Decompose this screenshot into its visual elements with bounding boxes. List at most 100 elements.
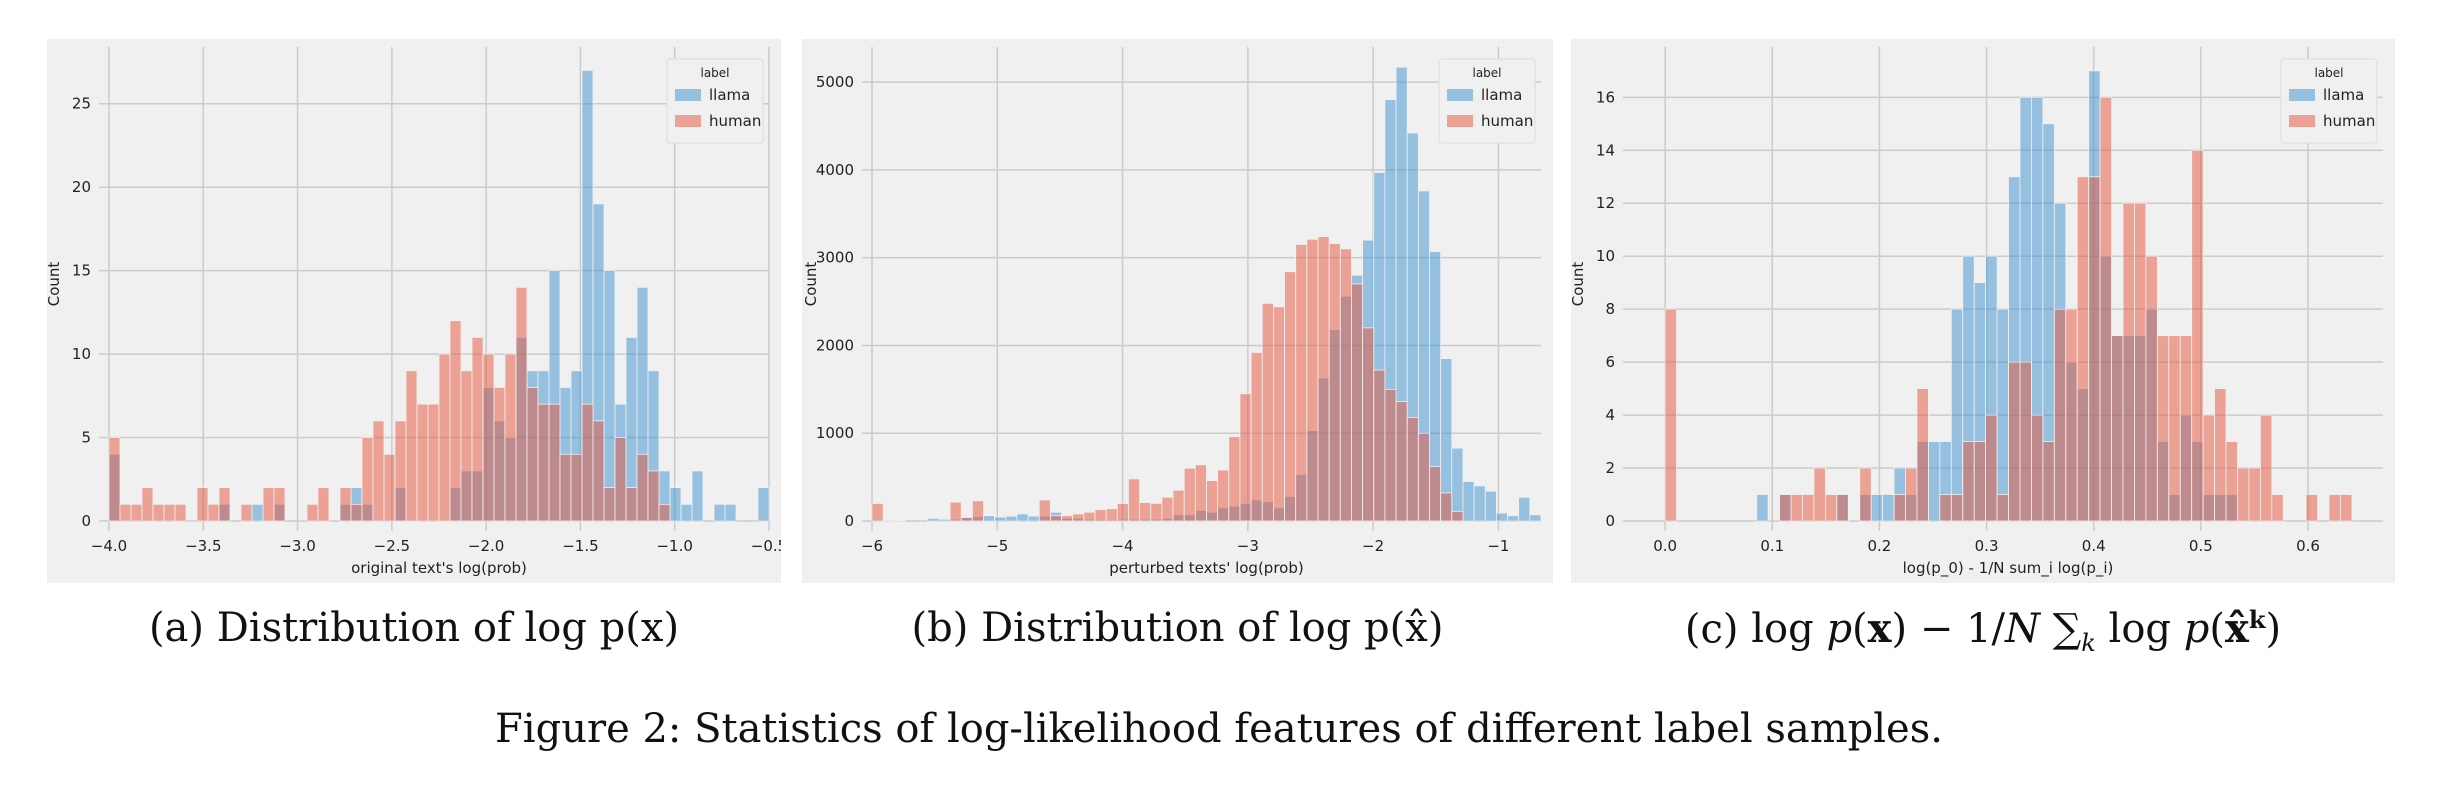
bar-human xyxy=(2031,414,2044,522)
bar-human xyxy=(2259,414,2273,522)
x-tick-label: −4 xyxy=(1111,537,1133,555)
bar-llama xyxy=(603,270,616,522)
bar-human xyxy=(1406,417,1419,522)
bar-human xyxy=(130,503,143,522)
caption-b: (b) Distribution of log p(x̂) xyxy=(802,605,1553,651)
bar-human xyxy=(2065,308,2078,522)
y-tick-label: 0 xyxy=(1605,512,1615,530)
x-tick-label: −4.0 xyxy=(91,537,127,555)
y-tick-label: 8 xyxy=(1605,300,1615,318)
bar-human xyxy=(1261,302,1274,522)
bar-human xyxy=(1061,515,1074,522)
bar-human xyxy=(482,353,495,522)
bar-human xyxy=(1228,436,1241,522)
legend-swatch-llama xyxy=(1447,89,1473,101)
bar-human xyxy=(1362,327,1375,522)
bar-llama xyxy=(994,516,1007,522)
bar-human xyxy=(2053,308,2067,522)
bar-human xyxy=(1905,467,1918,522)
x-axis-label: log(p_0) - 1/N sum_i log(p_i) xyxy=(1903,559,2114,578)
y-axis-label: Count xyxy=(802,262,820,307)
histogram-a: −4.0 −3.5 −3.0 −2.5 −2.0 −1.5 −1.0 −0.5 0 5 10 15 20… xyxy=(47,47,781,577)
bar-human xyxy=(119,503,132,522)
bar-human xyxy=(1973,441,1987,522)
x-tick-label: 0.6 xyxy=(2296,537,2320,555)
bar-human xyxy=(218,487,231,522)
bar-human xyxy=(416,403,429,522)
x-tick-label: −1.0 xyxy=(656,537,692,555)
figure-caption: Figure 2: Statistics of log-likelihood f… xyxy=(495,706,1943,752)
bar-human xyxy=(2340,494,2353,522)
legend-label-llama: llama xyxy=(2323,86,2364,104)
bar-llama xyxy=(1462,481,1475,522)
caption-a-math: log p(x) xyxy=(524,605,680,651)
panel-a: −4.0 −3.5 −3.0 −2.5 −2.0 −1.5 −1.0 −0.5 0 5 10 15 20… xyxy=(47,39,781,583)
bar-human xyxy=(1194,464,1207,522)
bar-human xyxy=(1038,499,1051,522)
bar-human xyxy=(372,420,385,522)
bar-human xyxy=(1790,494,1803,522)
bar-human xyxy=(1395,401,1408,522)
x-tick-label: −3.5 xyxy=(185,537,221,555)
bar-human xyxy=(581,403,594,522)
x-tick-label: −0.5 xyxy=(751,537,781,555)
bar-llama xyxy=(1507,515,1520,522)
bar-human xyxy=(971,500,984,522)
y-tick-label: 6 xyxy=(1605,353,1615,371)
bar-llama xyxy=(1473,485,1486,522)
caption-c-text: (c) xyxy=(1684,606,1752,653)
y-tick-label: 2 xyxy=(1605,459,1615,477)
y-tick-label: 25 xyxy=(72,95,91,113)
bar-llama xyxy=(1928,441,1941,522)
bar-human xyxy=(1295,244,1308,522)
bar-human xyxy=(1384,388,1397,522)
bar-human xyxy=(1049,515,1062,522)
bar-human xyxy=(1985,414,1998,522)
bar-human xyxy=(603,487,616,522)
bar-human xyxy=(2225,441,2238,522)
caption-b-math: log p(x̂) xyxy=(1288,605,1444,651)
bar-human xyxy=(548,403,561,522)
x-tick-label: −3 xyxy=(1237,537,1259,555)
bar-human xyxy=(1328,243,1341,522)
x-tick-label: −2.0 xyxy=(468,537,504,555)
bar-human xyxy=(2168,335,2181,522)
bar-human xyxy=(273,487,286,522)
bar-human xyxy=(350,503,363,522)
bar-human xyxy=(2008,361,2021,522)
legend-label-llama: llama xyxy=(1481,86,1522,104)
legend-label-llama: llama xyxy=(709,86,750,104)
bar-human xyxy=(1072,513,1085,522)
bar-llama xyxy=(669,487,682,522)
bar-human xyxy=(240,503,253,522)
bar-human xyxy=(383,453,396,522)
bar-llama xyxy=(680,503,693,522)
x-tick-label: 0.3 xyxy=(1975,537,1999,555)
bar-human xyxy=(2156,335,2170,522)
y-tick-label: 0 xyxy=(844,512,854,530)
x-tick-label: 0.0 xyxy=(1653,537,1677,555)
bar-llama xyxy=(983,515,996,522)
bar-human xyxy=(449,320,462,522)
bar-llama xyxy=(1451,447,1464,522)
x-tick-label: −5 xyxy=(986,537,1008,555)
bar-human xyxy=(2271,494,2284,522)
bar-human xyxy=(2134,202,2147,522)
y-tick-label: 2000 xyxy=(816,336,854,354)
bar-human xyxy=(658,503,671,522)
bar-human xyxy=(2237,467,2250,522)
bar-human xyxy=(2076,176,2090,522)
legend-swatch-llama xyxy=(2289,89,2315,101)
bar-human xyxy=(1105,508,1118,522)
bar-human xyxy=(2191,149,2204,522)
bar-human xyxy=(504,353,517,522)
bar-human xyxy=(2179,335,2193,522)
bar-human xyxy=(960,517,973,522)
legend-label-human: human xyxy=(2323,112,2375,130)
bar-human xyxy=(207,503,220,522)
bar-human xyxy=(1779,494,1792,522)
bar-human xyxy=(1161,496,1174,522)
bar-human xyxy=(1429,466,1442,522)
bar-llama xyxy=(757,487,770,522)
bar-human xyxy=(559,453,572,522)
